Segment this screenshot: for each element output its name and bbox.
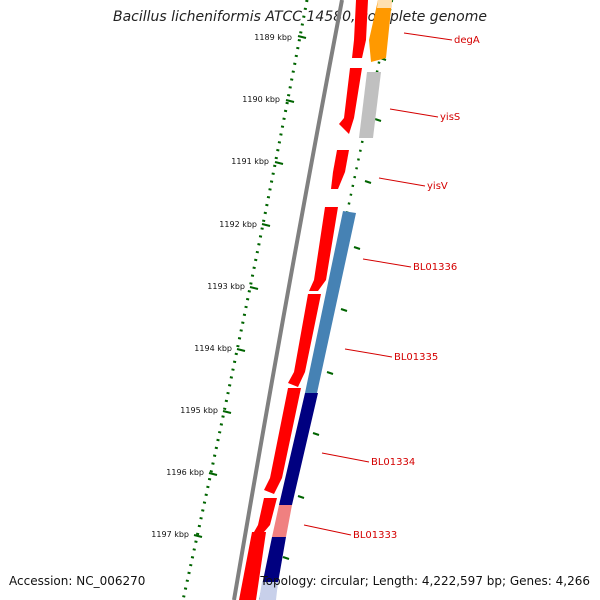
gene-feature-degA-b (369, 0, 392, 62)
ruler-tick (236, 348, 246, 352)
gene-feature-BL01334-a (264, 388, 301, 494)
gene-feature-extra-b-pale (259, 582, 278, 600)
gene-label[interactable]: degA (454, 35, 480, 46)
gene-feature-BL01334-b (279, 393, 318, 505)
gene-feature-degA-b-pale (377, 0, 392, 8)
label-leader-yisV (378, 177, 426, 187)
inner-tick (340, 308, 348, 312)
genome-backbone (232, 0, 344, 600)
inner-tick (326, 371, 334, 375)
gene-label[interactable]: yisV (427, 181, 448, 192)
gene-feature-BL01336-a (309, 207, 338, 291)
inner-tick (282, 556, 290, 560)
ruler-label: 1193 kbp (207, 282, 245, 291)
ruler-label: 1197 kbp (151, 530, 189, 539)
inner-tick (374, 118, 382, 122)
inner-tick (364, 180, 372, 184)
gene-feature-BL01333-b (272, 505, 292, 537)
ruler-tick (274, 161, 284, 165)
gene-label[interactable]: BL01334 (371, 457, 415, 468)
inner-tick (312, 432, 320, 436)
accession-text: Accession: NC_006270 (9, 574, 146, 588)
gene-label-lines (303, 32, 453, 536)
ruler-tick (208, 472, 218, 476)
topology-text: Topology: circular; Length: 4,222,597 bp… (260, 574, 590, 588)
ruler-tick (261, 223, 271, 227)
figure-title: Bacillus licheniformis ATCC 14580, compl… (113, 9, 487, 25)
strand-a-features (239, 0, 368, 600)
gene-feature-BL01333-a (254, 498, 277, 532)
gene-feature-yisS-a (339, 68, 362, 134)
ruler-label: 1192 kbp (219, 220, 257, 229)
inner-tick (353, 246, 361, 250)
label-leader-BL01336 (362, 258, 412, 268)
label-leader-degA (403, 32, 453, 41)
ruler-labels: 1189 kbp 1190 kbp 1191 kbp 1192 kbp 1193… (151, 33, 292, 539)
ruler-tick (285, 99, 295, 103)
gene-label[interactable]: yisS (440, 112, 460, 123)
strand-b-features (259, 0, 392, 600)
label-leader-BL01335 (344, 348, 393, 358)
gene-feature-extra-a (239, 532, 266, 600)
ruler-tick (297, 35, 307, 39)
ruler-dotted-track (181, 0, 309, 600)
gene-labels: degA yisS yisV BL01336 BL01335 BL01334 B… (353, 35, 480, 541)
ruler-tick (222, 410, 232, 414)
gene-label[interactable]: BL01333 (353, 530, 397, 541)
gene-feature-yisS-b (359, 72, 381, 138)
gene-label[interactable]: BL01335 (394, 352, 438, 363)
gene-feature-BL01335-a (288, 294, 321, 387)
ruler-label: 1189 kbp (254, 33, 292, 42)
gene-label[interactable]: BL01336 (413, 262, 457, 273)
ruler-label: 1196 kbp (166, 468, 204, 477)
label-leader-BL01334 (321, 452, 370, 463)
ruler-label: 1190 kbp (242, 95, 280, 104)
ruler-label: 1194 kbp (194, 344, 232, 353)
label-leader-yisS (389, 108, 439, 118)
inner-tick (297, 495, 305, 499)
ruler-label: 1191 kbp (231, 157, 269, 166)
gene-feature-yisV-a (331, 150, 349, 189)
ruler-tick (249, 286, 259, 290)
ruler-label: 1195 kbp (180, 406, 218, 415)
ruler-tick (193, 534, 203, 538)
gene-feature-BL01336-b (305, 211, 356, 393)
label-leader-BL01333 (303, 524, 352, 536)
gene-feature-degA-a (352, 0, 368, 58)
